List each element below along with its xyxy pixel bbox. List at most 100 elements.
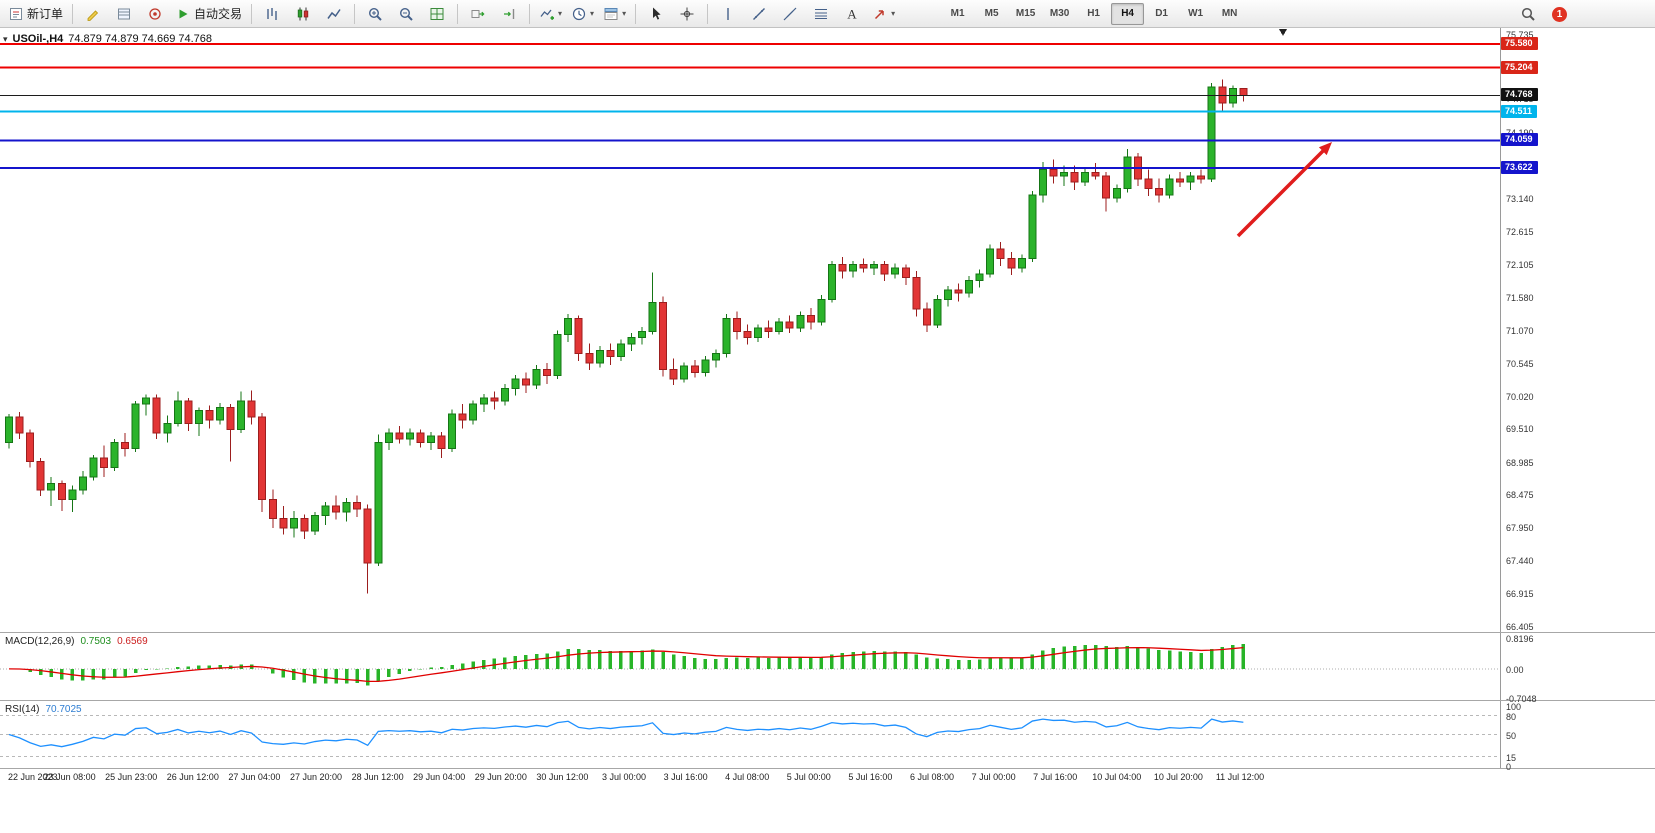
auto-scroll-button[interactable] bbox=[463, 2, 493, 26]
autotrade-button[interactable]: 自动交易 bbox=[171, 2, 246, 26]
candle bbox=[405, 432, 414, 440]
macd-axis-label: -0.7048 bbox=[1506, 694, 1537, 704]
price-badge: 73.622 bbox=[1501, 161, 1538, 175]
price-tick-label: 67.440 bbox=[1506, 555, 1534, 566]
candle bbox=[5, 416, 13, 443]
zoom-out-button[interactable] bbox=[391, 2, 421, 26]
candle bbox=[469, 403, 478, 421]
price-tick-label: 72.105 bbox=[1506, 259, 1534, 270]
time-label: 30 Jun 12:00 bbox=[536, 772, 589, 782]
candle-chart-button[interactable] bbox=[288, 2, 318, 26]
timeframe-button-d1[interactable]: D1 bbox=[1155, 8, 1168, 19]
candle bbox=[701, 359, 710, 374]
candle bbox=[89, 457, 98, 478]
price-tick-label: 71.070 bbox=[1506, 325, 1534, 336]
time-label: 5 Jul 00:00 bbox=[786, 772, 831, 782]
arrows-button[interactable]: ▾ bbox=[868, 2, 899, 26]
chart-candle-icon bbox=[295, 6, 311, 22]
timeframe-button-h4[interactable]: H4 bbox=[1111, 2, 1145, 25]
cursor-button[interactable] bbox=[641, 2, 671, 26]
time-label: 11 Jul 12:00 bbox=[1215, 772, 1265, 782]
line-chart-button[interactable] bbox=[319, 2, 349, 26]
timeframe-button-h1[interactable]: H1 bbox=[1087, 8, 1100, 19]
new-order-button[interactable]: 新订单 bbox=[4, 2, 67, 26]
candle bbox=[943, 289, 952, 301]
candle bbox=[258, 416, 267, 500]
candlestick-chart[interactable] bbox=[0, 28, 1500, 632]
price-tick-label: 71.580 bbox=[1506, 293, 1534, 304]
fibonacci-button[interactable] bbox=[806, 2, 836, 26]
crosshair-button[interactable] bbox=[672, 2, 702, 26]
tile-windows-button[interactable] bbox=[422, 2, 452, 26]
auto-scroll-icon bbox=[470, 6, 486, 22]
candle bbox=[827, 264, 836, 301]
price-tick-label: 70.545 bbox=[1506, 358, 1534, 369]
price-badge: 74.511 bbox=[1501, 104, 1538, 118]
chart-shift-icon bbox=[501, 6, 517, 22]
candle bbox=[996, 248, 1005, 259]
time-label: 27 Jun 04:00 bbox=[228, 772, 281, 782]
candle bbox=[300, 517, 309, 532]
candle bbox=[859, 264, 868, 269]
rsi-panel bbox=[0, 715, 1500, 758]
signals-button[interactable] bbox=[140, 2, 170, 26]
metaeditor-button[interactable] bbox=[78, 2, 108, 26]
chart-shift-button[interactable] bbox=[494, 2, 524, 26]
candle bbox=[1239, 87, 1248, 96]
trendline-button[interactable] bbox=[744, 2, 774, 26]
timeframe-button-m5[interactable]: M5 bbox=[984, 8, 999, 19]
time-axis[interactable]: 22 Jun 2023 23 Jun 08:00 25 Jun 23:00 26 Ju… bbox=[0, 769, 1655, 833]
channel-icon bbox=[782, 6, 798, 22]
vertical-line-icon bbox=[720, 6, 736, 22]
timeframe-button-m15[interactable]: M15 bbox=[1015, 8, 1036, 19]
candle bbox=[448, 413, 457, 450]
vertical-line-button[interactable] bbox=[713, 2, 743, 26]
candle bbox=[680, 365, 689, 380]
notification-badge[interactable]: 1 bbox=[1552, 6, 1567, 22]
one-click-trading-toggle-icon[interactable]: ▾ bbox=[3, 33, 8, 44]
time-label: 5 Jul 16:00 bbox=[848, 772, 893, 782]
candle bbox=[289, 517, 298, 529]
metaeditor-icon bbox=[85, 6, 101, 22]
candle bbox=[490, 397, 499, 402]
macd-panel bbox=[0, 643, 1500, 686]
trend-arrow[interactable] bbox=[1236, 146, 1328, 238]
market-watch-button[interactable] bbox=[109, 2, 139, 26]
candle bbox=[384, 432, 393, 443]
candle bbox=[754, 327, 763, 339]
rsi-value: 70.7025 bbox=[45, 704, 82, 715]
zoom-out-icon bbox=[398, 6, 414, 22]
price-tick-label: 68.985 bbox=[1506, 457, 1534, 468]
templates-button[interactable]: ▾ bbox=[599, 2, 630, 26]
rsi-panel-divider[interactable] bbox=[0, 700, 1655, 701]
candle bbox=[849, 264, 857, 272]
periods-button[interactable]: ▾ bbox=[567, 2, 598, 26]
toolbar-separator bbox=[529, 3, 531, 24]
candle bbox=[237, 400, 246, 431]
macd-signal-line bbox=[8, 646, 1244, 683]
indicators-button[interactable]: ▾ bbox=[535, 2, 566, 26]
time-label: 22 Jun 2023 bbox=[8, 772, 58, 782]
macd-panel-divider[interactable] bbox=[0, 632, 1655, 633]
candle bbox=[669, 368, 678, 380]
macd-histogram bbox=[17, 643, 1246, 686]
candle bbox=[764, 327, 773, 332]
timeframe-button-w1[interactable]: W1 bbox=[1188, 8, 1204, 19]
candle bbox=[226, 406, 235, 431]
bar-chart-button[interactable] bbox=[257, 2, 287, 26]
candle bbox=[595, 349, 604, 364]
timeframe-button-m30[interactable]: M30 bbox=[1049, 8, 1070, 19]
zoom-in-button[interactable] bbox=[360, 2, 390, 26]
candle bbox=[722, 318, 731, 354]
timeframe-button-mn[interactable]: MN bbox=[1221, 8, 1238, 19]
caret-down-icon: ▾ bbox=[558, 8, 563, 18]
cursor-icon bbox=[648, 6, 664, 22]
new-order-icon bbox=[8, 6, 24, 22]
candle bbox=[121, 441, 130, 450]
channel-button[interactable] bbox=[775, 2, 805, 26]
search-button[interactable] bbox=[1513, 2, 1543, 26]
timeframe-button-m1[interactable]: M1 bbox=[950, 8, 965, 19]
text-button[interactable]: A bbox=[837, 2, 867, 26]
price-tick-label: 67.950 bbox=[1506, 523, 1534, 534]
candle bbox=[817, 299, 826, 323]
